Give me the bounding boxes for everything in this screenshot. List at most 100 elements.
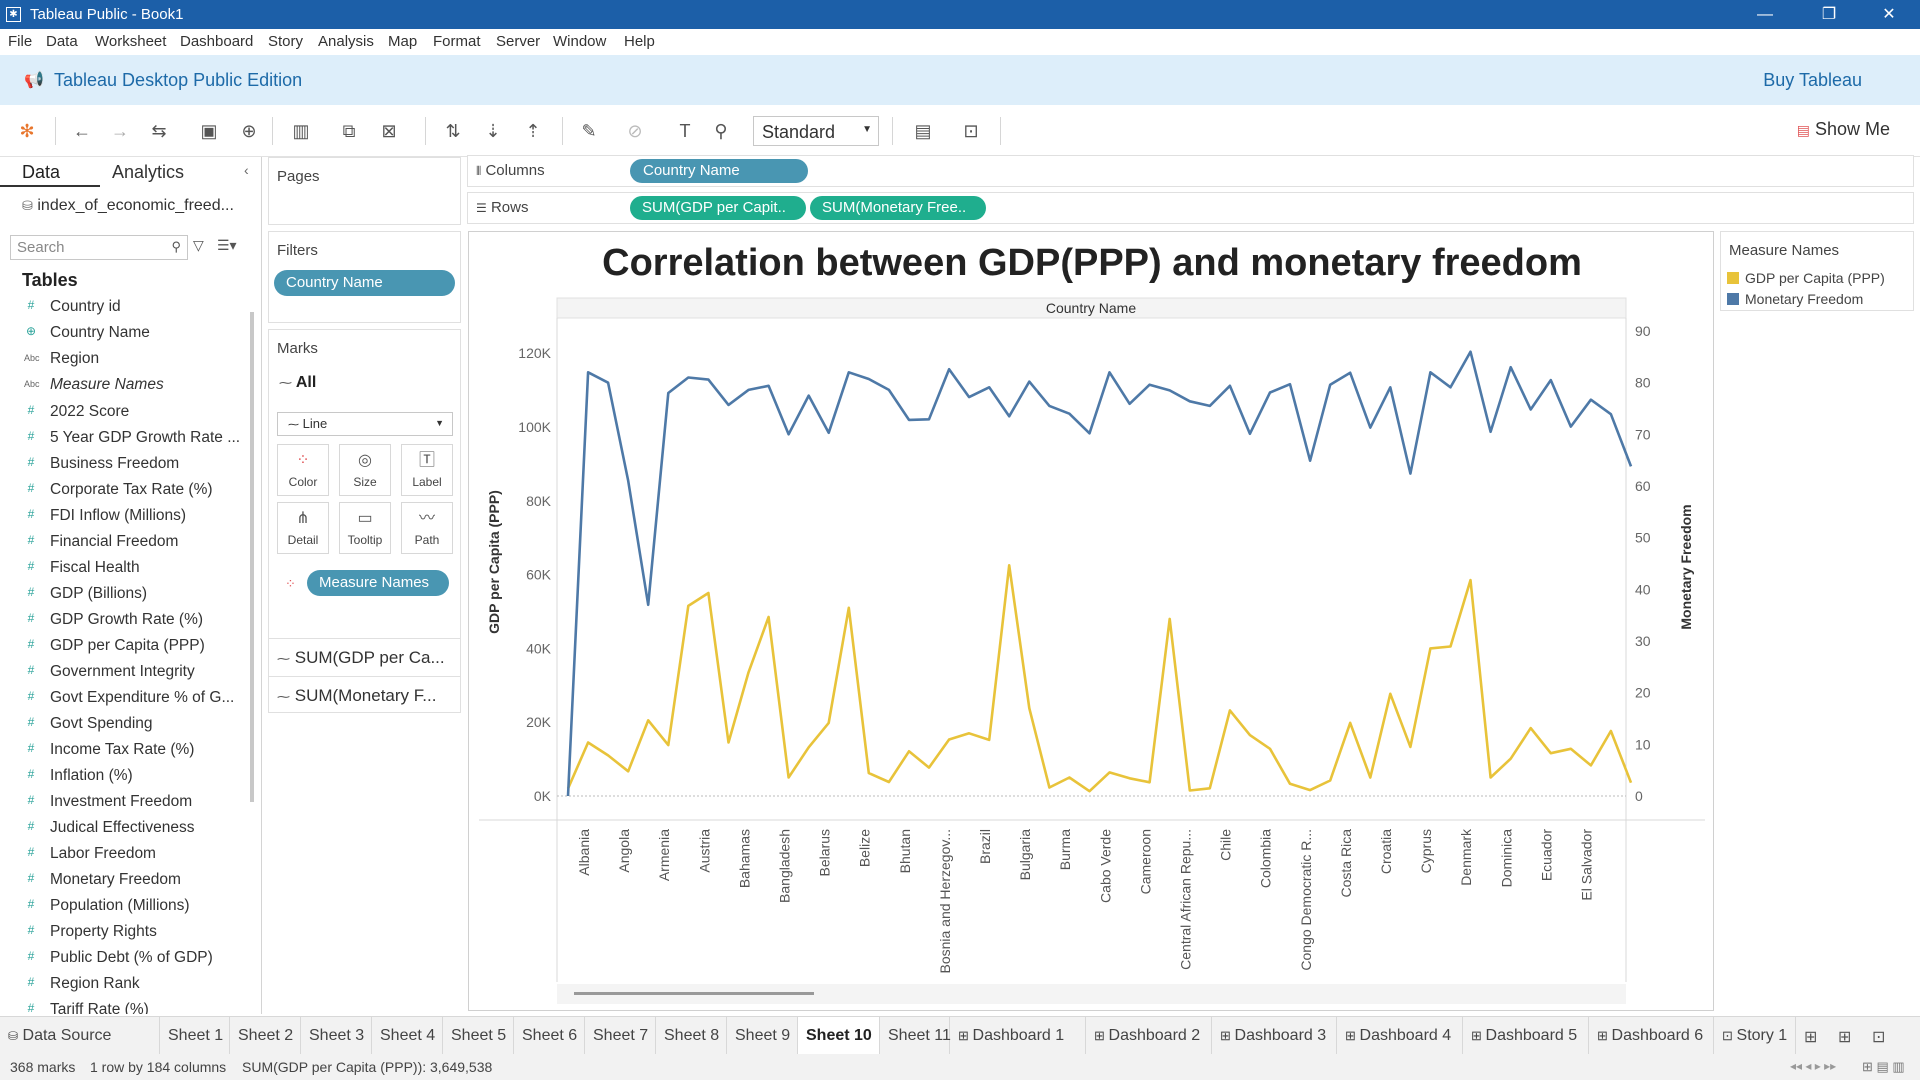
tab-sheet-6[interactable]: Sheet 6 [514,1017,585,1055]
menu-map[interactable]: Map [388,33,418,50]
show-cards-icon[interactable]: ▤ [914,121,932,141]
save-icon[interactable]: ▣ [200,121,218,141]
fit-select[interactable]: Standard ▼ [753,116,879,146]
rows-pill-monetary[interactable]: SUM(Monetary Free.. [810,196,986,220]
field-item[interactable]: # Population (Millions) [0,894,240,920]
collapse-pane-icon[interactable]: ‹ [244,162,249,178]
field-item[interactable]: #5 Year GDP Growth Rate ... [0,426,240,452]
field-item[interactable]: # Income Tax Rate (%) [0,738,240,764]
restore-button[interactable]: ❐ [1821,6,1837,23]
tab-sheet-11[interactable]: Sheet 11 [880,1017,951,1055]
tab-dashboard-1[interactable]: ⊞ Dashboard 1 [950,1017,1086,1055]
menu-window[interactable]: Window [553,33,607,50]
tableau-logo-icon[interactable]: ✻ [19,121,35,141]
redo-icon[interactable]: → [111,121,129,141]
field-item[interactable]: Abc Measure Names [0,373,240,399]
field-item[interactable]: # GDP (Billions) [0,582,240,608]
marks-all-tab[interactable]: ⁓ All [279,374,316,392]
tab-sheet-4[interactable]: Sheet 4 [372,1017,443,1055]
field-item[interactable]: # Fiscal Health [0,556,240,582]
columns-pill-country-name[interactable]: Country Name [630,159,808,183]
field-item[interactable]: Abc Region [0,347,240,373]
rows-pill-gdp[interactable]: SUM(GDP per Capit.. [630,196,806,220]
replay-icon[interactable]: ⇆ [151,121,167,141]
menu-format[interactable]: Format [433,33,481,50]
tab-dashboard-2[interactable]: ⊞ Dashboard 2 [1086,1017,1212,1055]
field-item[interactable]: # Country id [0,295,240,321]
mark-type-select[interactable]: ⁓ Line ▼ [277,412,453,436]
field-item[interactable]: # Tariff Rate (%) [0,998,240,1014]
menu-story[interactable]: Story [268,33,304,50]
tab-sheet-9[interactable]: Sheet 9 [727,1017,798,1055]
tab-dashboard-5[interactable]: ⊞ Dashboard 5 [1463,1017,1589,1055]
field-item[interactable]: ⊕ Country Name [0,321,240,347]
legend-item-monetary[interactable]: Monetary Freedom [1727,291,1863,307]
field-item[interactable]: # Labor Freedom [0,842,240,868]
tab-dashboard-6[interactable]: ⊞ Dashboard 6 [1589,1017,1714,1055]
legend-item-gdp[interactable]: GDP per Capita (PPP) [1727,270,1885,286]
detail-button[interactable]: ⋔ Detail [277,502,329,554]
field-item[interactable]: # Investment Freedom [0,790,240,816]
menu-analysis[interactable]: Analysis [318,33,374,50]
menu-dashboard[interactable]: Dashboard [180,33,254,50]
nav-arrows-icon[interactable]: ◂◂ ◂ ▸ ▸▸ [1790,1059,1837,1073]
menu-server[interactable]: Server [496,33,541,50]
close-button[interactable]: ✕ [1882,6,1896,23]
view-options-icon[interactable]: ☰▾ [217,237,237,253]
tab-sheet-1[interactable]: Sheet 1 [160,1017,230,1055]
tab-sheet-5[interactable]: Sheet 5 [443,1017,514,1055]
group-members-icon[interactable]: ⊘ [627,121,643,141]
field-item[interactable]: # Business Freedom [0,452,240,478]
menu-data[interactable]: Data [46,33,78,50]
tab-sheet-7[interactable]: Sheet 7 [585,1017,656,1055]
tab-sheet-2[interactable]: Sheet 2 [230,1017,301,1055]
minimize-button[interactable]: — [1757,6,1773,23]
tab-data-source[interactable]: ⛁ Data Source [0,1017,160,1055]
search-input[interactable]: Search ⚲ [10,235,188,260]
tab-dashboard-3[interactable]: ⊞ Dashboard 3 [1212,1017,1337,1055]
undo-icon[interactable]: ← [73,121,91,141]
vertical-scrollbar[interactable] [250,312,254,802]
chart-view[interactable]: Correlation between GDP(PPP) and monetar… [468,231,1714,1011]
sort-descending-icon[interactable]: ⇡ [525,121,541,141]
field-item[interactable]: # Financial Freedom [0,530,240,556]
size-button[interactable]: ◎ Size [339,444,391,496]
field-item[interactable]: #2022 Score [0,400,240,426]
measure-names-pill[interactable]: Measure Names [307,570,449,596]
field-item[interactable]: # Government Integrity [0,660,240,686]
new-worksheet-icon[interactable]: ▥ [292,121,310,141]
field-item[interactable]: # Public Debt (% of GDP) [0,946,240,972]
field-item[interactable]: # Govt Spending [0,712,240,738]
field-item[interactable]: # Inflation (%) [0,764,240,790]
datasource-item[interactable]: ⛁ index_of_economic_freed... [22,197,234,215]
buy-tableau-link[interactable]: Buy Tableau [1763,70,1862,90]
fix-axes-icon[interactable]: ⚲ [714,121,728,141]
filter-pill-country-name[interactable]: Country Name [274,270,455,296]
menu-help[interactable]: Help [624,33,655,50]
marks-sum-gdp[interactable]: ⁓ SUM(GDP per Ca... [269,638,460,676]
show-me-button[interactable]: ▤ Show Me [1797,119,1890,140]
duplicate-sheet-icon[interactable]: ⧉ [342,121,356,141]
field-item[interactable]: # Property Rights [0,920,240,946]
menu-worksheet[interactable]: Worksheet [95,33,167,50]
tab-sheet-3[interactable]: Sheet 3 [301,1017,372,1055]
new-dashboard-icon[interactable]: ⊞ [1838,1029,1852,1046]
tab-story-1[interactable]: ⊡ Story 1 [1714,1017,1796,1055]
tooltip-button[interactable]: ▭ Tooltip [339,502,391,554]
presentation-mode-icon[interactable]: ⊡ [963,121,979,141]
field-item[interactable]: # Region Rank [0,972,240,998]
field-item[interactable]: # GDP Growth Rate (%) [0,608,240,634]
tab-sheet-8[interactable]: Sheet 8 [656,1017,727,1055]
field-item[interactable]: # Judical Effectiveness [0,816,240,842]
swap-rows-columns-icon[interactable]: ⇅ [445,121,461,141]
filter-icon[interactable]: ▽ [193,237,204,253]
grid-view-icon[interactable]: ⊞ ▤ ▥ [1862,1059,1905,1074]
field-item[interactable]: # GDP per Capita (PPP) [0,634,240,660]
color-button[interactable]: ⁘ Color [277,444,329,496]
field-item[interactable]: # FDI Inflow (Millions) [0,504,240,530]
field-item[interactable]: # Corporate Tax Rate (%) [0,478,240,504]
field-item[interactable]: # Govt Expenditure % of G... [0,686,240,712]
menu-file[interactable]: File [8,33,33,50]
tab-sheet-10[interactable]: Sheet 10 [798,1017,880,1055]
label-button[interactable]: 🅃 Label [401,444,453,496]
